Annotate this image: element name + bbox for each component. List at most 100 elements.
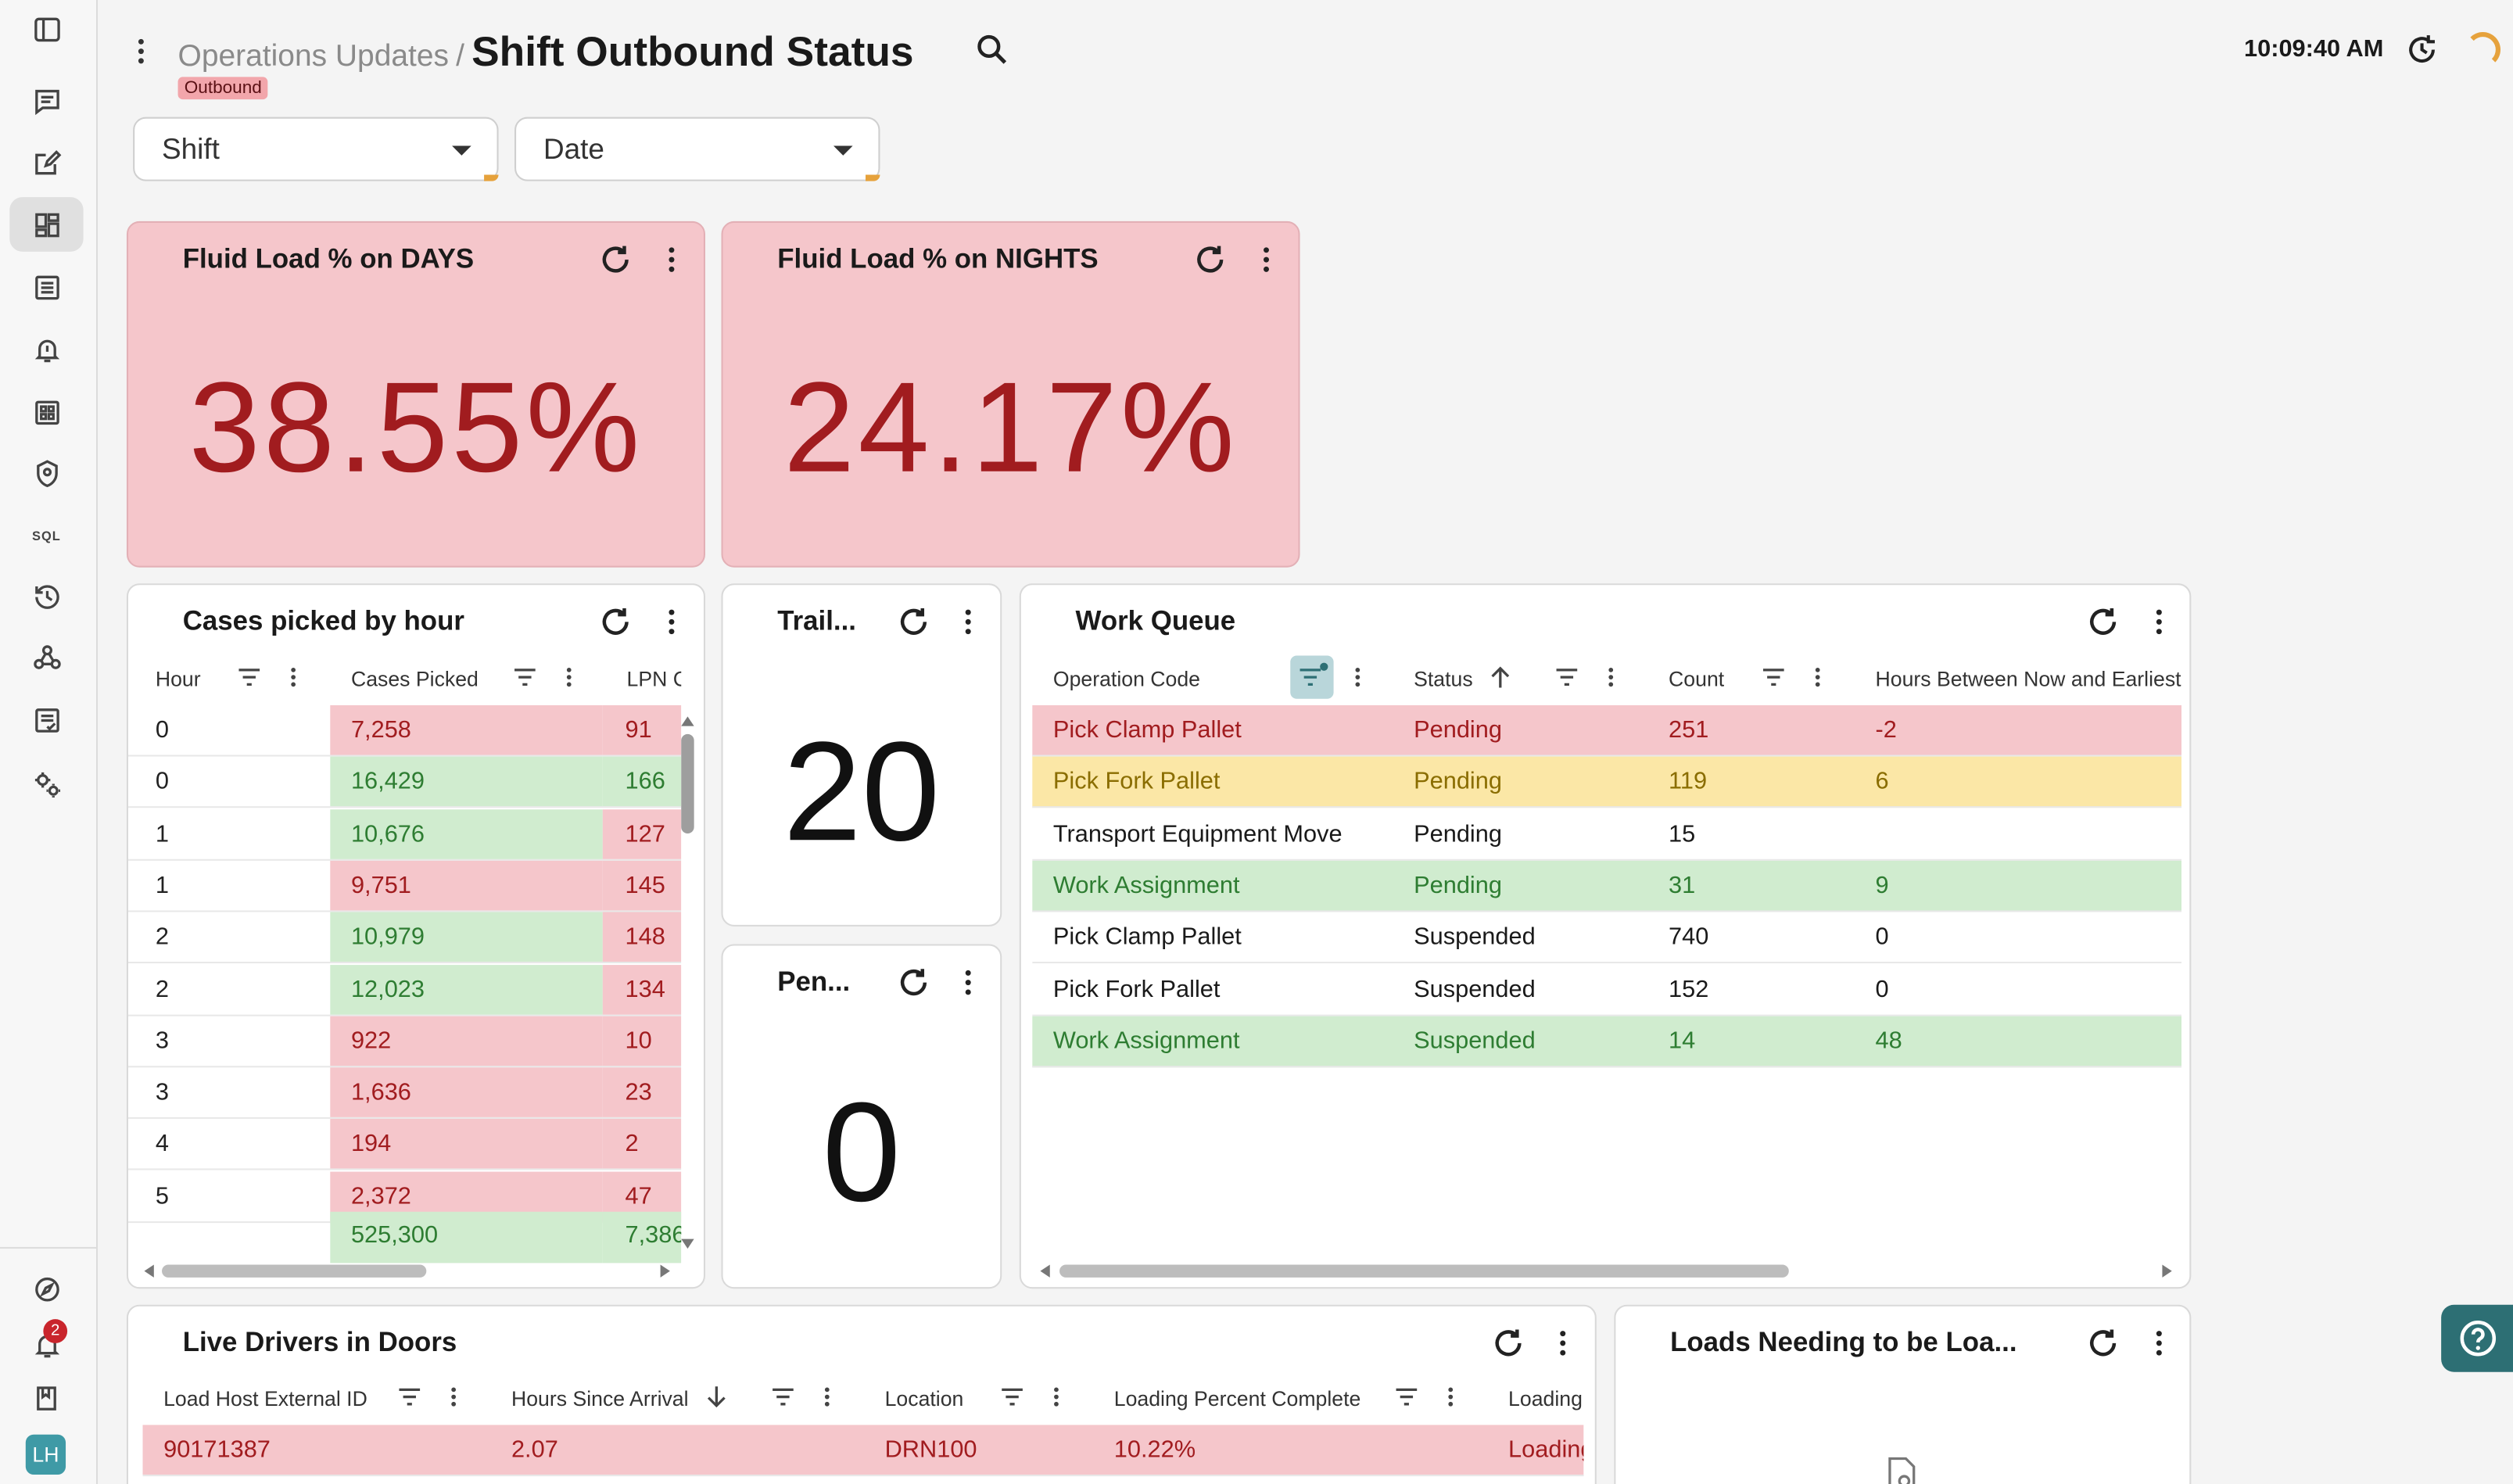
work-queue-card: Work Queue Operation Code Status Count H… <box>1019 583 2192 1289</box>
column-header[interactable]: Hour <box>155 666 201 691</box>
column-menu-icon[interactable] <box>1354 667 1360 696</box>
refresh-icon[interactable] <box>1192 242 1228 285</box>
shift-filter[interactable]: Shift <box>133 116 499 181</box>
search-icon[interactable] <box>974 32 1009 75</box>
user-avatar[interactable]: LH <box>25 1434 66 1475</box>
settings-gears-icon[interactable] <box>9 757 83 812</box>
scroll-right-arrow[interactable] <box>2162 1264 2172 1278</box>
table-row[interactable]: 0 16,429 166 <box>128 757 682 808</box>
notifications-icon[interactable]: 2 <box>9 1317 83 1372</box>
date-filter[interactable]: Date <box>514 116 880 181</box>
table-row[interactable]: 1 9,751 145 <box>128 860 682 912</box>
column-header[interactable]: Load Host External ID <box>163 1386 367 1411</box>
column-header[interactable]: LPN Cou <box>626 666 682 691</box>
column-header[interactable]: Operation Code <box>1052 666 1201 691</box>
dashboard-icon[interactable] <box>9 197 84 252</box>
table-row[interactable]: 0 7,258 91 <box>128 705 682 757</box>
active-filter-icon[interactable] <box>1290 655 1334 699</box>
scroll-right-arrow[interactable] <box>660 1264 670 1278</box>
column-menu-icon[interactable] <box>824 1386 830 1415</box>
history-icon[interactable] <box>9 569 83 624</box>
refresh-icon[interactable] <box>2085 1325 2120 1368</box>
scroll-down-arrow[interactable] <box>681 1238 694 1249</box>
grid-icon[interactable] <box>9 385 83 439</box>
filter-icon[interactable] <box>397 1386 421 1415</box>
filter-icon[interactable] <box>513 667 537 696</box>
refresh-icon[interactable] <box>598 604 633 647</box>
webhook-icon[interactable] <box>9 630 83 685</box>
checklist-icon[interactable] <box>9 693 83 747</box>
column-header[interactable]: Cases Picked <box>350 666 479 691</box>
column-menu-icon[interactable] <box>1608 667 1614 696</box>
column-menu-icon[interactable] <box>1053 1386 1059 1415</box>
compass-icon[interactable] <box>9 1261 83 1316</box>
list-icon[interactable] <box>9 260 83 314</box>
card-menu-icon[interactable] <box>661 604 683 640</box>
horizontal-scrollbar[interactable] <box>162 1264 427 1278</box>
table-row[interactable]: 2 12,023 134 <box>128 964 682 1016</box>
filter-icon[interactable] <box>771 1386 795 1415</box>
column-header[interactable]: Hours Between Now and Earliest S <box>1875 666 2182 691</box>
table-row[interactable]: Pick Fork Pallet Pending 119 6 <box>1032 757 2182 808</box>
table-row[interactable]: 3 922 10 <box>128 1016 682 1067</box>
card-menu-icon[interactable] <box>2148 604 2171 640</box>
sql-icon[interactable]: SQL <box>9 508 83 563</box>
count-cell: 740 <box>1669 923 1709 952</box>
table-row[interactable]: Transport Equipment Move Pending 15 <box>1032 808 2182 861</box>
card-menu-icon[interactable] <box>2148 1325 2171 1360</box>
book-icon[interactable] <box>9 1371 83 1425</box>
table-row[interactable]: Pick Clamp Pallet Pending 251 -2 <box>1032 705 2182 757</box>
filter-icon[interactable] <box>237 667 261 696</box>
column-header[interactable]: Status <box>1414 666 1473 691</box>
table-row[interactable]: 4 194 2 <box>128 1119 682 1171</box>
filter-icon[interactable] <box>1000 1386 1024 1415</box>
column-header[interactable]: Loading Percent Complete <box>1113 1386 1361 1411</box>
refresh-icon[interactable] <box>896 604 931 647</box>
scroll-up-arrow[interactable] <box>681 716 694 726</box>
help-icon[interactable] <box>2441 1304 2513 1372</box>
column-header[interactable]: Loading <box>1508 1386 1583 1411</box>
card-menu-icon[interactable] <box>957 604 980 640</box>
alert-bell-icon[interactable] <box>9 322 83 377</box>
card-menu-icon[interactable] <box>1255 242 1278 278</box>
refresh-icon[interactable] <box>1491 1325 1526 1368</box>
shield-icon[interactable] <box>9 446 83 500</box>
column-header[interactable]: Count <box>1669 666 1725 691</box>
card-menu-icon[interactable] <box>661 242 683 278</box>
card-menu-icon[interactable] <box>957 965 980 1000</box>
table-row[interactable]: 1 10,676 127 <box>128 808 682 861</box>
card-menu-icon[interactable] <box>1551 1325 1574 1360</box>
scroll-left-arrow[interactable] <box>1040 1264 1050 1278</box>
column-menu-icon[interactable] <box>1815 667 1821 696</box>
table-row[interactable]: Pick Clamp Pallet Suspended 740 0 <box>1032 912 2182 964</box>
refresh-icon[interactable] <box>2085 604 2120 647</box>
sidebar-toggle-icon[interactable] <box>9 2 83 56</box>
edit-icon[interactable] <box>9 134 83 189</box>
page-menu-icon[interactable] <box>128 35 154 67</box>
horizontal-scrollbar[interactable] <box>1059 1264 1789 1278</box>
filter-icon[interactable] <box>1762 667 1786 696</box>
auto-refresh-icon[interactable] <box>2404 32 2440 75</box>
sort-ascending-icon[interactable] <box>1489 665 1511 697</box>
filter-icon[interactable] <box>1555 667 1579 696</box>
column-menu-icon[interactable] <box>290 667 296 696</box>
table-row[interactable]: 3 1,636 23 <box>128 1067 682 1120</box>
chat-icon[interactable] <box>9 73 83 128</box>
refresh-icon[interactable] <box>896 965 931 1008</box>
sort-descending-icon[interactable] <box>705 1385 728 1417</box>
table-row[interactable]: 2 10,979 148 <box>128 912 682 964</box>
column-header[interactable]: Location <box>884 1386 964 1411</box>
refresh-icon[interactable] <box>598 242 633 285</box>
vertical-scrollbar[interactable] <box>681 733 694 833</box>
column-header[interactable]: Hours Since Arrival <box>511 1386 689 1411</box>
table-row[interactable]: Work Assignment Suspended 14 48 <box>1032 1016 2182 1067</box>
scroll-left-arrow[interactable] <box>144 1264 154 1278</box>
breadcrumb-parent[interactable]: Operations Updates <box>177 40 449 74</box>
column-menu-icon[interactable] <box>566 667 572 696</box>
table-row[interactable]: 90171387 2.07 DRN100 10.22% Loading <box>142 1425 1584 1477</box>
column-menu-icon[interactable] <box>450 1386 457 1415</box>
table-row[interactable]: Pick Fork Pallet Suspended 152 0 <box>1032 964 2182 1016</box>
filter-icon[interactable] <box>1395 1386 1419 1415</box>
table-row[interactable]: Work Assignment Pending 31 9 <box>1032 860 2182 912</box>
column-menu-icon[interactable] <box>1447 1386 1454 1415</box>
